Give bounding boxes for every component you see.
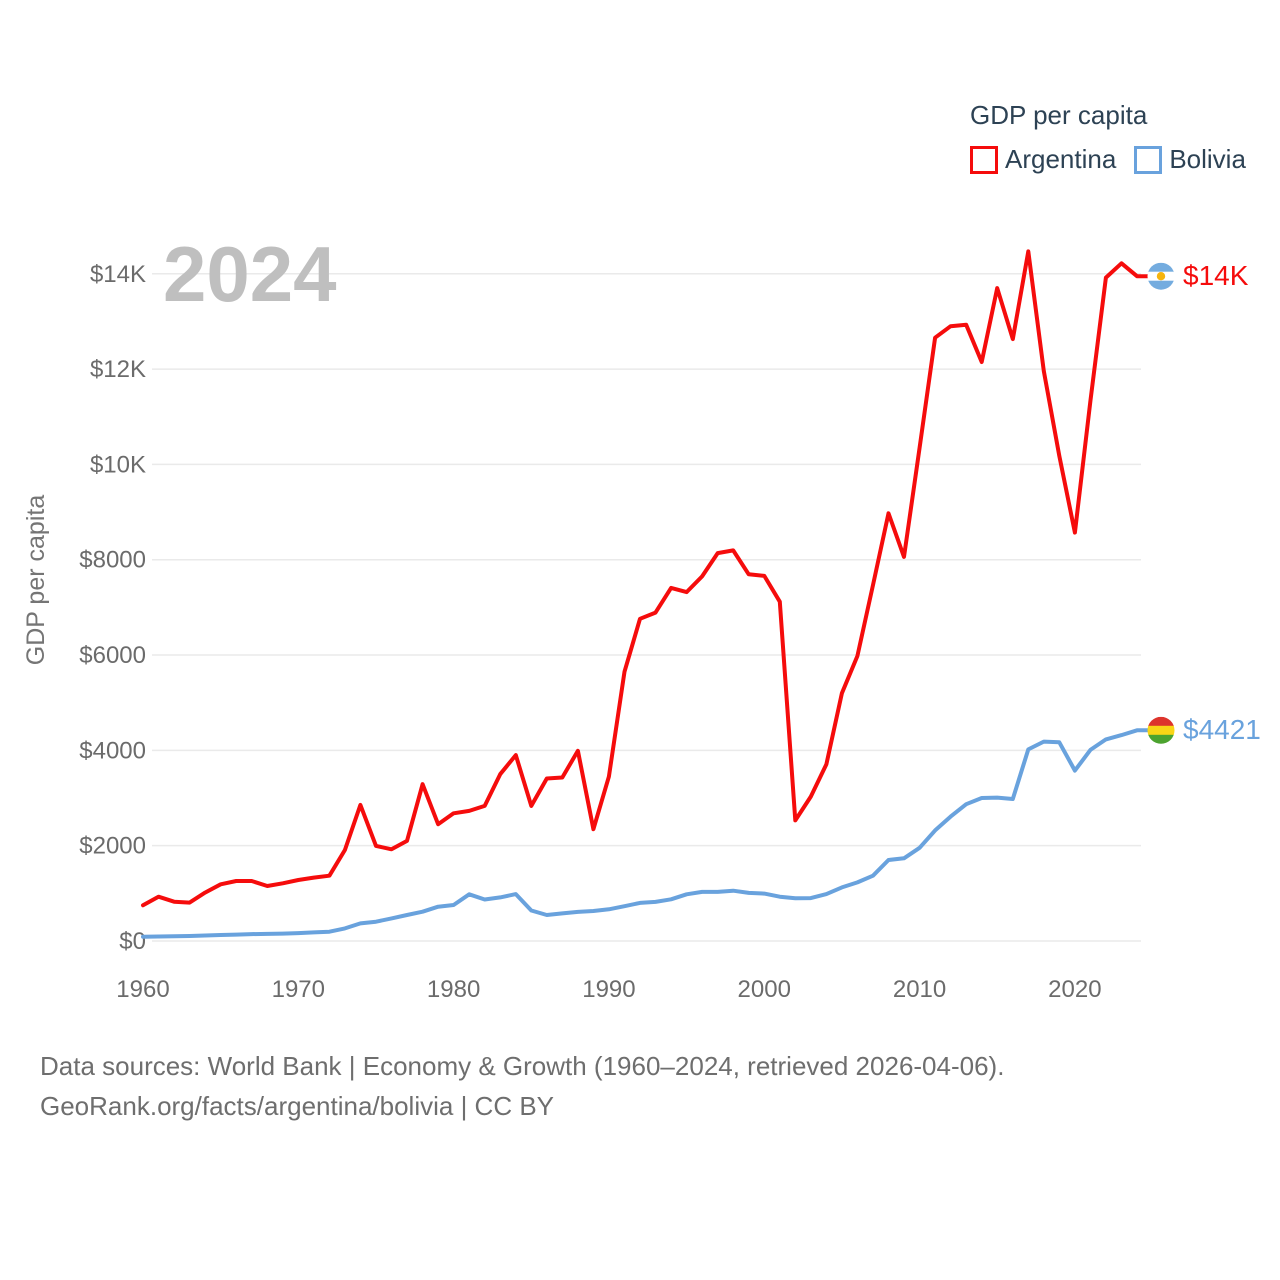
gridlines xyxy=(152,273,1141,942)
x-tick-label: 1960 xyxy=(116,976,169,1003)
y-tick-label: $6000 xyxy=(79,642,146,669)
legend-items: Argentina Bolivia xyxy=(970,144,1246,175)
x-tick-label: 2000 xyxy=(738,976,791,1003)
y-tick-label: $8000 xyxy=(79,547,146,574)
y-axis-tick-labels: $0 $2000 $4000 $6000 $8000 $10K $12K $14K xyxy=(79,261,146,955)
year-watermark: 2024 xyxy=(163,230,337,318)
series-flag-icons xyxy=(1147,262,1175,744)
x-tick-label: 1970 xyxy=(272,976,325,1003)
legend-title: GDP per capita xyxy=(970,100,1148,130)
y-tick-label: $14K xyxy=(90,261,146,288)
footer-data-sources: Data sources: World Bank | Economy & Gro… xyxy=(40,1051,1005,1081)
bolivia-end-value: $4421 xyxy=(1183,714,1261,746)
footer: Data sources: World Bank | Economy & Gro… xyxy=(40,1046,1004,1126)
argentina-flag-icon xyxy=(1147,262,1175,290)
data-series-lines xyxy=(141,249,1153,939)
line-bolivia xyxy=(141,728,1153,939)
argentina-swatch-icon xyxy=(970,145,998,174)
y-tick-label: $12K xyxy=(90,356,146,383)
legend-label-argentina: Argentina xyxy=(1005,144,1117,174)
footer-attribution: GeoRank.org/facts/argentina/bolivia | CC… xyxy=(40,1091,555,1121)
legend-item-argentina[interactable]: Argentina xyxy=(970,144,1116,175)
y-tick-label: $2000 xyxy=(79,833,146,860)
bolivia-flag-icon xyxy=(1147,716,1175,744)
x-tick-label: 2010 xyxy=(893,976,946,1003)
y-tick-label: $0 xyxy=(119,928,146,955)
legend: GDP per capita Argentina Bolivia xyxy=(970,99,1246,175)
bolivia-swatch-icon xyxy=(1134,145,1163,174)
line-argentina xyxy=(141,249,1153,908)
y-axis-title: GDP per capita xyxy=(22,495,50,666)
x-tick-label: 1980 xyxy=(427,976,480,1003)
x-axis-tick-labels: 1960 1970 1980 1990 2000 2010 2020 xyxy=(116,976,1101,1003)
legend-label-bolivia: Bolivia xyxy=(1169,144,1246,174)
y-tick-label: $10K xyxy=(90,451,146,478)
x-tick-label: 1990 xyxy=(582,976,635,1003)
argentina-end-value: $14K xyxy=(1183,260,1249,292)
y-tick-label: $4000 xyxy=(79,737,146,764)
x-tick-label: 2020 xyxy=(1048,976,1101,1003)
legend-item-bolivia[interactable]: Bolivia xyxy=(1134,144,1246,175)
